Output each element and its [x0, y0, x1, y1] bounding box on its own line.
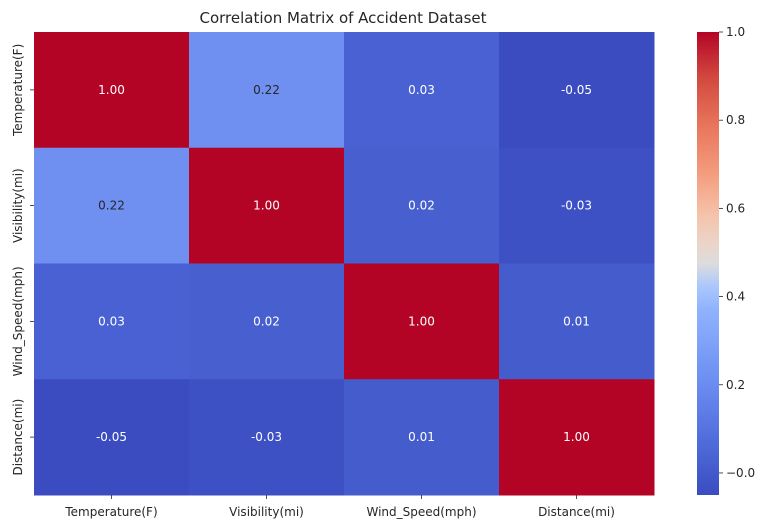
heatmap-cell: [499, 379, 655, 496]
heatmap-cell: [189, 379, 345, 496]
heatmap-cell: [499, 263, 655, 380]
heatmap-cells: 1.00 0.22 0.03 -0.05 0.22 1.00 0.02 -0.03 0.03 0.…: [34, 32, 655, 496]
colorbar: −0.0 0.2 0.4 0.6 0.8 1.0: [697, 25, 755, 495]
cell-value-label: -0.05: [561, 83, 592, 97]
y-tick-label: Distance(mi): [11, 399, 25, 476]
x-tick-label: Distance(mi): [538, 505, 615, 519]
cell-value-label: 1.00: [98, 83, 125, 97]
cell-value-label: 1.00: [563, 430, 590, 444]
colorbar-gradient: [697, 32, 719, 495]
cell-value-label: 1.00: [408, 314, 435, 328]
x-tick-label: Wind_Speed(mph): [366, 505, 476, 519]
heatmap-cell: [344, 32, 500, 149]
cell-value-label: -0.05: [96, 430, 127, 444]
heatmap-cell: [34, 379, 190, 496]
y-tick-label: Wind_Speed(mph): [11, 266, 25, 376]
heatmap-cell: [34, 263, 190, 380]
x-tick-label: Visibility(mi): [229, 505, 304, 519]
cell-value-label: 0.03: [98, 314, 125, 328]
cell-value-label: -0.03: [251, 430, 282, 444]
x-axis: Temperature(F) Visibility(mi) Wind_Speed(m…: [64, 495, 615, 519]
colorbar-tick-label: 0.8: [726, 113, 745, 127]
chart-title: Correlation Matrix of Accident Dataset: [199, 9, 486, 27]
x-tick-label: Temperature(F): [64, 505, 157, 519]
colorbar-tick-label: −0.0: [726, 466, 755, 480]
heatmap-cell: [499, 32, 655, 149]
heatmap-cell: [499, 147, 655, 264]
heatmap-cell: [189, 147, 345, 264]
heatmap-cell: [344, 147, 500, 264]
cell-value-label: 0.22: [253, 83, 280, 97]
heatmap-cell: [189, 32, 345, 149]
colorbar-tick-label: 0.4: [726, 290, 745, 304]
cell-value-label: 0.02: [253, 314, 280, 328]
cell-value-label: -0.03: [561, 199, 592, 213]
y-tick-label: Temperature(F): [11, 44, 25, 137]
cell-value-label: 0.02: [408, 199, 435, 213]
heatmap-cell: [344, 263, 500, 380]
cell-value-label: 0.22: [98, 199, 125, 213]
cell-value-label: 1.00: [253, 199, 280, 213]
colorbar-tick-label: 0.6: [726, 201, 745, 215]
y-axis: Temperature(F) Visibility(mi) Wind_Speed(m…: [11, 44, 34, 476]
colorbar-tick-label: 1.0: [726, 25, 745, 39]
heatmap-cell: [34, 32, 190, 149]
heatmap-cell: [34, 147, 190, 264]
cell-value-label: 0.01: [563, 314, 590, 328]
heatmap-cell: [344, 379, 500, 496]
y-tick-label: Visibility(mi): [11, 168, 25, 243]
cell-value-label: 0.03: [408, 83, 435, 97]
cell-value-label: 0.01: [408, 430, 435, 444]
heatmap-cell: [189, 263, 345, 380]
colorbar-tick-label: 0.2: [726, 378, 745, 392]
